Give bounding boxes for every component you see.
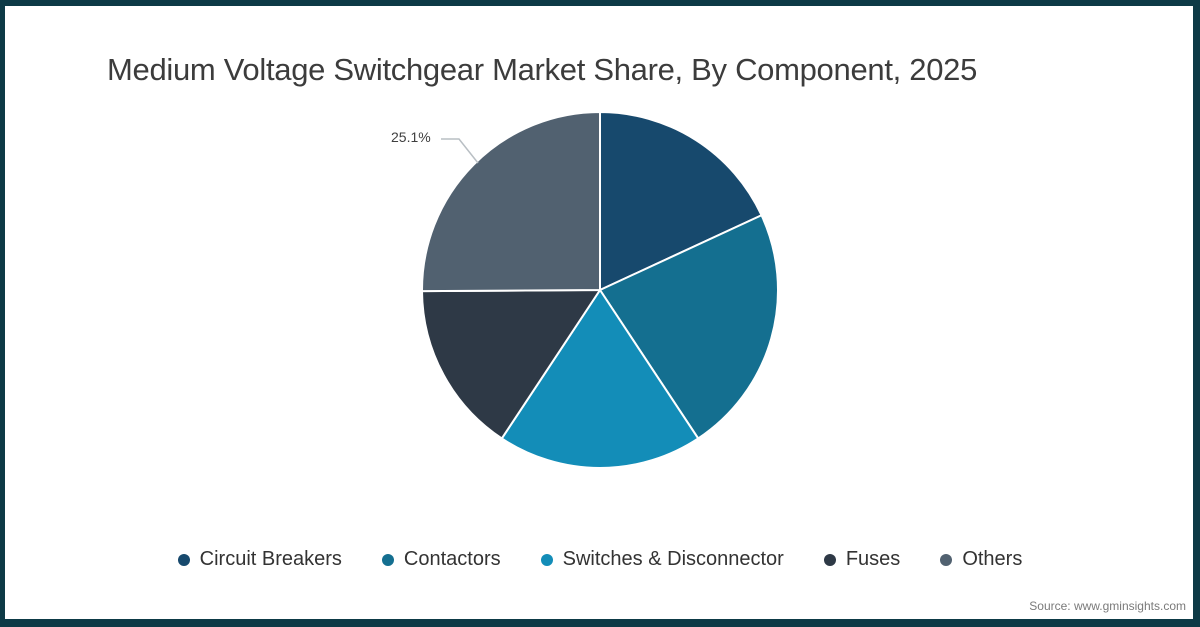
legend-dot-icon (177, 553, 190, 566)
legend-dot-icon (823, 553, 836, 566)
legend-item-others[interactable]: Others (940, 548, 1022, 571)
legend-label: Others (962, 548, 1023, 570)
legend-dot-icon (540, 553, 553, 566)
frame-right-bar (1193, 0, 1200, 627)
legend-item-contactors[interactable]: Contactors (381, 548, 501, 571)
source-attribution: Source: www.gminsights.com (1029, 599, 1186, 613)
others-slice-value-label: 25.1% (391, 129, 431, 145)
frame-bottom-bar (0, 619, 1200, 627)
legend-label: Fuses (845, 548, 901, 570)
legend-item-fuses[interactable]: Fuses (823, 548, 901, 571)
pie-slice-switches-disconnector[interactable] (500, 289, 700, 469)
legend-label: Circuit Breakers (199, 548, 342, 570)
legend: Circuit Breakers Contactors Switches & D… (0, 548, 1200, 571)
legend-item-switches-disconnector[interactable]: Switches & Disconnector (540, 548, 784, 571)
pie-slice-others[interactable] (420, 111, 601, 293)
chart-title: Medium Voltage Switchgear Market Share, … (107, 52, 978, 87)
frame-top-bar (0, 0, 1200, 6)
legend-dot-icon (381, 553, 394, 566)
legend-label: Contactors (403, 548, 501, 570)
legend-item-circuit-breakers[interactable]: Circuit Breakers (177, 548, 342, 571)
legend-label: Switches & Disconnector (562, 548, 784, 570)
legend-dot-icon (940, 553, 953, 566)
pie-slices[interactable] (420, 111, 780, 469)
label-leader-line (441, 138, 479, 164)
pie-slice-circuit-breakers[interactable] (599, 111, 763, 291)
frame-left-bar (0, 0, 5, 627)
pie-slice-contactors[interactable] (599, 214, 780, 440)
pie-slice-fuses[interactable] (421, 289, 601, 440)
